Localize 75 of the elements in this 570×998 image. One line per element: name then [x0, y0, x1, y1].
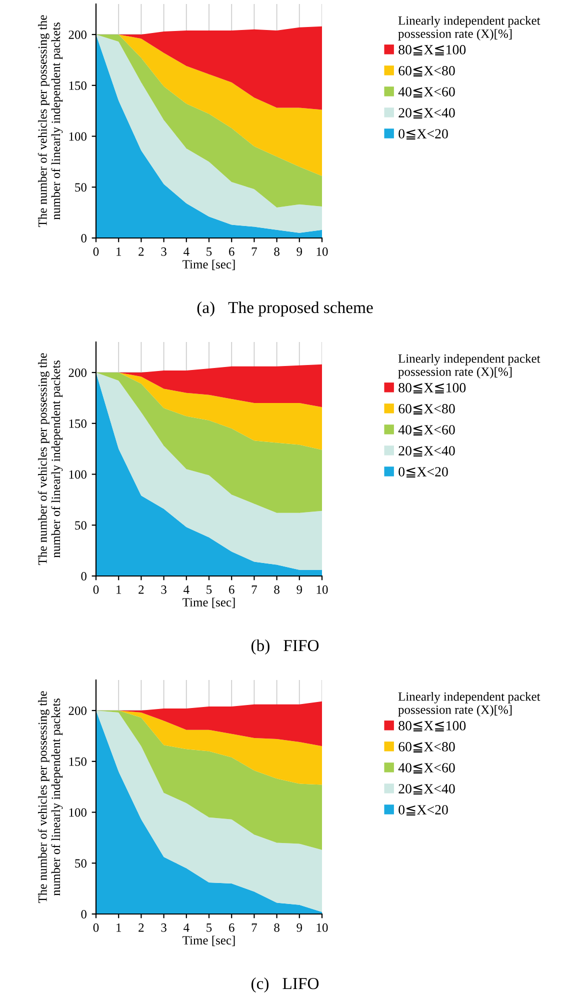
x-tick-label: 9 [296, 585, 302, 594]
legend-label: 60≦X<80 [398, 404, 455, 414]
legend-label: 80≦X≦100 [398, 45, 466, 56]
x-tick-label: 0 [93, 585, 99, 594]
y-tick-label: 200 [68, 30, 86, 39]
x-tick-label: 10 [316, 923, 328, 932]
legend-label: 20≦X<40 [398, 108, 455, 118]
legend-title: Linearly independent packet possession rate (X)[%] [398, 692, 540, 716]
legend-label: 80≦X≦100 [398, 383, 466, 394]
x-tick-label: 6 [229, 585, 234, 594]
legend-title: Linearly independent packet possession rate (X)[%] [398, 354, 540, 378]
x-tick-label: 7 [252, 248, 257, 256]
x-tick-label: 4 [184, 247, 190, 256]
x-tick-label: 4 [184, 923, 190, 932]
x-tick-label: 7 [252, 924, 257, 932]
x-tick-label: 8 [274, 247, 280, 256]
x-axis-title: Time [sec] [182, 598, 235, 608]
x-tick-label: 3 [161, 585, 166, 594]
x-tick-label: 8 [274, 923, 280, 932]
y-tick-label: 150 [69, 81, 86, 90]
x-tick-label: 4 [184, 585, 190, 594]
x-tick-label: 1 [116, 585, 121, 594]
x-tick-label: 10 [316, 247, 328, 256]
x-tick-label: 5 [206, 586, 212, 594]
y-tick-label: 50 [75, 521, 86, 530]
text: (c) LIFO [251, 977, 319, 993]
y-tick-label: 50 [75, 859, 86, 868]
y-tick-label: 50 [75, 183, 86, 192]
y-tick-label: 100 [69, 132, 86, 141]
x-tick-label: 8 [274, 585, 280, 594]
legend-label: 0≦X<20 [398, 467, 448, 478]
y-axis-title: The number of vehicles per possessing the number of linearly independent packets [38, 353, 63, 565]
x-tick-label: 0 [93, 247, 99, 256]
y-tick-label: 150 [69, 419, 86, 428]
x-tick-label: 3 [161, 923, 166, 932]
x-axis-title: Time [sec] [182, 260, 235, 270]
y-tick-label: 150 [69, 757, 86, 766]
legend-title: Linearly independent packet possession rate (X)[%] [398, 16, 540, 40]
y-tick-label: 200 [68, 368, 86, 377]
text: (b) FIFO [251, 639, 319, 655]
x-tick-label: 1 [116, 923, 121, 932]
x-tick-label: 9 [296, 247, 302, 256]
x-tick-label: 1 [116, 247, 121, 256]
legend-label: 20≦X<40 [398, 446, 455, 456]
x-tick-label: 5 [206, 924, 212, 932]
y-tick-label: 0 [81, 910, 86, 918]
y-tick-label: 0 [81, 572, 86, 580]
y-tick-label: 100 [69, 470, 86, 479]
y-axis-title: The number of vehicles per possessing the number of linearly independent packets [38, 691, 63, 903]
x-tick-label: 5 [206, 248, 212, 256]
legend-label: 20≦X<40 [398, 784, 455, 794]
text: (a) The proposed scheme [197, 301, 373, 317]
y-tick-label: 100 [69, 808, 86, 817]
y-tick-label: 200 [68, 706, 86, 715]
x-tick-label: 2 [138, 247, 144, 256]
legend-label: 0≦X<20 [398, 129, 448, 140]
x-tick-label: 10 [316, 585, 328, 594]
legend-label: 60≦X<80 [398, 66, 455, 76]
y-axis-title: The number of vehicles per possessing the number of linearly independent packets [38, 15, 63, 227]
x-tick-label: 2 [138, 923, 144, 932]
legend-label: 40≦X<60 [398, 763, 455, 774]
x-tick-label: 3 [161, 247, 166, 256]
legend-label: 40≦X<60 [398, 87, 455, 98]
x-tick-label: 7 [252, 586, 257, 594]
legend-label: 0≦X<20 [398, 805, 448, 816]
legend-label: 40≦X<60 [398, 425, 455, 436]
x-axis-title: Time [sec] [182, 936, 235, 946]
legend-label: 60≦X<80 [398, 742, 455, 752]
x-tick-label: 9 [296, 923, 302, 932]
x-tick-label: 2 [138, 585, 144, 594]
x-tick-label: 6 [229, 923, 234, 932]
x-tick-label: 0 [93, 923, 99, 932]
legend-label: 80≦X≦100 [398, 721, 466, 732]
y-tick-label: 0 [81, 234, 86, 242]
x-tick-label: 6 [229, 247, 234, 256]
